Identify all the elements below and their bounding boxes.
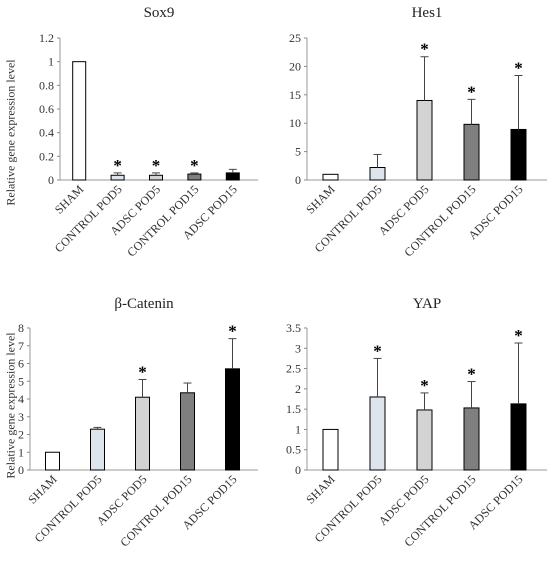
catenin-ytick-label: 3 bbox=[18, 410, 24, 424]
hes1-ytick-label: 0 bbox=[295, 173, 301, 187]
yap-title: YAP bbox=[413, 296, 441, 312]
catenin-ytick-label: 8 bbox=[18, 321, 24, 335]
yap-bar-control-pod5 bbox=[369, 396, 386, 471]
sox9-ytick-label: 1.2 bbox=[39, 31, 54, 45]
yap-significance-control-pod5: * bbox=[373, 341, 382, 360]
catenin-bar-adsc-pod15 bbox=[225, 368, 240, 471]
yap-bar-control-pod15 bbox=[463, 407, 480, 471]
catenin-category-label-sham: SHAM bbox=[25, 472, 60, 507]
hes1-significance-adsc-pod5: * bbox=[420, 40, 429, 59]
sox9-bar-control-pod5 bbox=[110, 174, 125, 181]
yap-significance-control-pod15: * bbox=[467, 365, 476, 384]
sox9-significance-control-pod15: * bbox=[190, 156, 199, 175]
yap-ytick-label: 1.5 bbox=[286, 402, 301, 416]
hes1-significance-control-pod15: * bbox=[467, 82, 476, 101]
hes1-ytick-label: 25 bbox=[289, 31, 301, 45]
catenin-ytick-label: 4 bbox=[18, 392, 24, 406]
catenin-ytick-label: 6 bbox=[18, 357, 24, 371]
hes1-significance-adsc-pod15: * bbox=[514, 58, 523, 77]
sox9-bar-control-pod15 bbox=[187, 173, 202, 181]
hes1-bar-sham bbox=[322, 173, 339, 181]
yap-ytick-label: 2.5 bbox=[286, 362, 301, 376]
y-axis-label-top: Relative gene expression level bbox=[3, 58, 18, 206]
hes1-title: Hes1 bbox=[412, 5, 443, 21]
hes1-bar-control-pod5 bbox=[369, 167, 386, 181]
sox9-bar-sham bbox=[72, 61, 87, 181]
sox9-bar-adsc-pod5 bbox=[149, 174, 163, 181]
hes1-category-label-sham: SHAM bbox=[303, 182, 338, 217]
sox9-ytick-label: 0.4 bbox=[39, 126, 54, 140]
yap-ytick-label: 0 bbox=[295, 463, 301, 477]
sox9-ytick-label: 0.2 bbox=[39, 149, 54, 163]
catenin-bar-control-pod15 bbox=[180, 392, 195, 471]
catenin-significance-adsc-pod15: * bbox=[228, 322, 237, 341]
hes1-ytick-label: 15 bbox=[289, 88, 301, 102]
yap-significance-adsc-pod5: * bbox=[420, 376, 429, 395]
catenin-title: β-Catenin bbox=[114, 296, 174, 312]
sox9-significance-control-pod5: * bbox=[113, 156, 122, 175]
sox9-significance-adsc-pod5: * bbox=[152, 156, 161, 175]
yap-category-label-sham: SHAM bbox=[303, 472, 338, 507]
yap-ytick-label: 0.5 bbox=[286, 443, 301, 457]
yap-bar-sham bbox=[322, 428, 339, 471]
hes1-ytick-label: 10 bbox=[289, 116, 301, 130]
catenin-bar-adsc-pod5 bbox=[135, 396, 150, 471]
sox9-category-label-sham: SHAM bbox=[52, 182, 87, 217]
catenin-ytick-label: 7 bbox=[18, 339, 24, 353]
sox9-title: Sox9 bbox=[144, 5, 175, 21]
yap-ytick-label: 1 bbox=[295, 422, 301, 436]
sox9-bar-adsc-pod15 bbox=[225, 172, 240, 181]
catenin-bar-control-pod5 bbox=[90, 428, 105, 471]
hes1-ytick-label: 5 bbox=[295, 145, 301, 159]
sox9-ytick-label: 0.6 bbox=[39, 102, 54, 116]
catenin-ytick-label: 0 bbox=[18, 463, 24, 477]
hes1-ytick-label: 20 bbox=[289, 59, 301, 73]
yap-ytick-label: 3 bbox=[295, 341, 301, 355]
sox9-ytick-label: 0.8 bbox=[39, 78, 54, 92]
yap-significance-adsc-pod15: * bbox=[514, 326, 523, 345]
yap-bar-adsc-pod15 bbox=[510, 403, 527, 471]
sox9-ytick-label: 1 bbox=[48, 55, 54, 69]
catenin-ytick-label: 1 bbox=[18, 445, 24, 459]
y-axis-label-bottom: Relative gene expression level bbox=[3, 331, 18, 479]
hes1-bar-adsc-pod5 bbox=[416, 99, 433, 181]
catenin-ytick-label: 2 bbox=[18, 428, 24, 442]
yap-ytick-label: 2 bbox=[295, 382, 301, 396]
sox9-category-label-control-pod15: CONTROL POD15 bbox=[124, 182, 201, 259]
yap-ytick-label: 3.5 bbox=[286, 321, 301, 335]
hes1-bar-control-pod15 bbox=[463, 123, 480, 181]
sox9-ytick-label: 0 bbox=[48, 173, 54, 187]
catenin-ytick-label: 5 bbox=[18, 374, 24, 388]
catenin-bar-sham bbox=[45, 451, 60, 471]
catenin-significance-adsc-pod5: * bbox=[138, 362, 147, 381]
yap-bar-adsc-pod5 bbox=[416, 409, 433, 471]
sox9-category-label-control-pod5: CONTROL POD5 bbox=[52, 182, 125, 255]
hes1-bar-adsc-pod15 bbox=[510, 128, 527, 181]
